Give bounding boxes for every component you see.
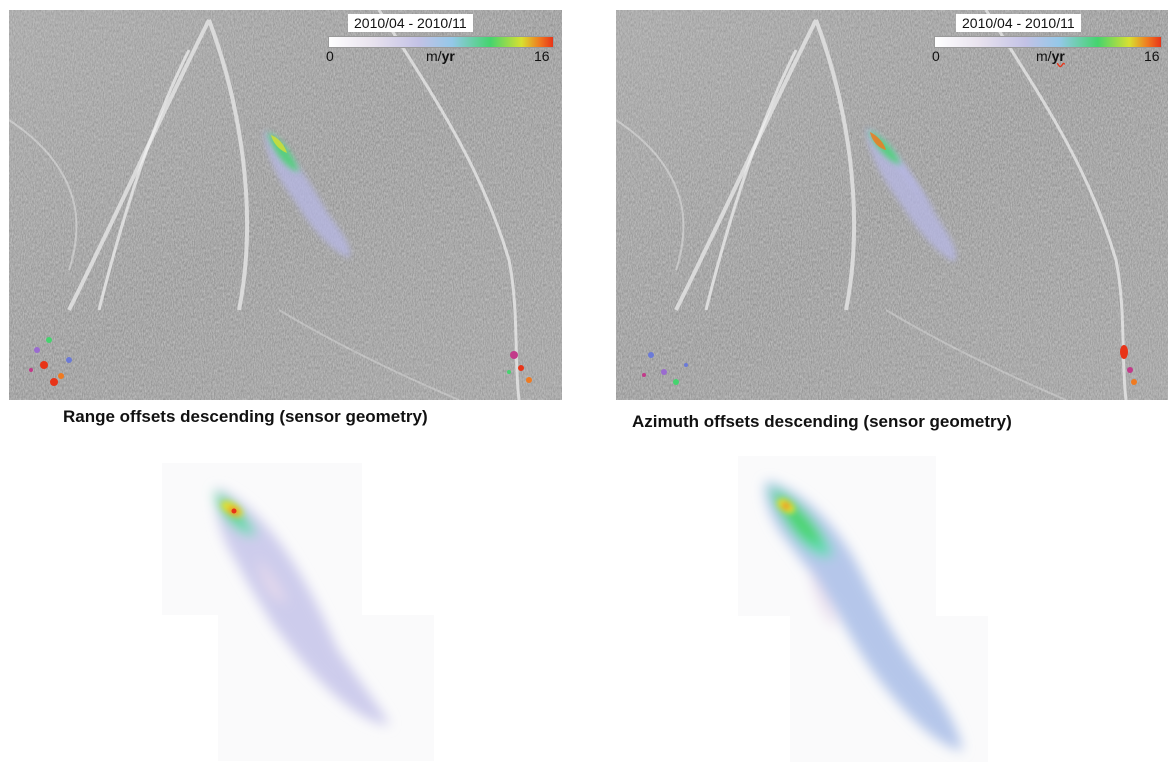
- scale-max-label: 16: [1144, 48, 1160, 64]
- velocity-field-range-svg: [162, 463, 434, 761]
- velocity-legend-range: 2010/04 - 2010/11 0 m/yr 16: [326, 14, 556, 74]
- scale-unit-label: m/yr: [426, 48, 455, 64]
- velocity-legend-azimuth: 2010/04 - 2010/11 0 m/yr 16: [932, 14, 1164, 74]
- unit-m: m/: [426, 48, 442, 64]
- velocity-outliers-right: [507, 351, 532, 383]
- color-scale-bar: [934, 36, 1162, 48]
- unit-m: m/: [1036, 48, 1052, 64]
- caption-range: Range offsets descending (sensor geometr…: [63, 407, 428, 426]
- unit-yr: yr: [441, 48, 455, 64]
- velocity-outliers-left: [642, 352, 688, 385]
- date-range-label: 2010/04 - 2010/11: [348, 14, 473, 32]
- unit-yr: yr: [1051, 48, 1065, 64]
- scale-min-label: 0: [326, 48, 334, 64]
- velocity-field-range: [162, 463, 434, 761]
- scale-min-label: 0: [932, 48, 940, 64]
- velocity-outliers-right: [1120, 345, 1137, 385]
- date-range-label: 2010/04 - 2010/11: [956, 14, 1081, 32]
- velocity-field-azimuth: [738, 456, 988, 762]
- sar-image-azimuth: [616, 10, 1168, 400]
- sar-image-range: [9, 10, 562, 400]
- terrain-map-azimuth: [616, 10, 1168, 400]
- scale-unit-label: m/yr: [1036, 48, 1065, 64]
- caption-azimuth: Azimuth offsets descending (sensor geome…: [632, 412, 1012, 431]
- velocity-field-azimuth-svg: [738, 456, 988, 762]
- terrain-map-range: [9, 10, 562, 400]
- color-scale-bar: [328, 36, 554, 48]
- scale-max-label: 16: [534, 48, 550, 64]
- velocity-outliers-left: [29, 337, 72, 386]
